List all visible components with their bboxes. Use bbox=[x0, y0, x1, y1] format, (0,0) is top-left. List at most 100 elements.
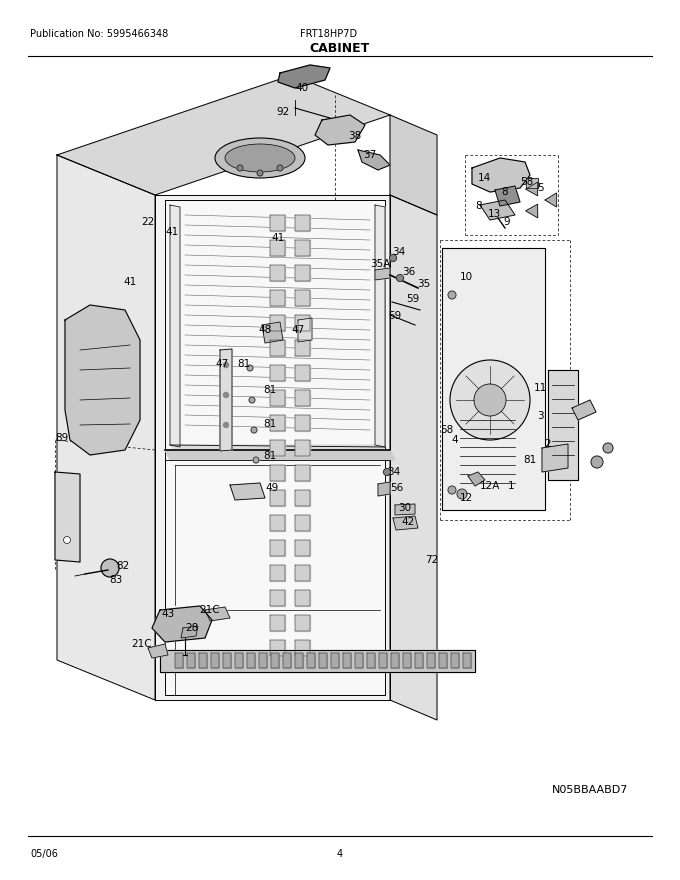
Polygon shape bbox=[270, 490, 285, 506]
Text: CABINET: CABINET bbox=[310, 41, 370, 55]
Text: 43: 43 bbox=[161, 609, 175, 619]
Polygon shape bbox=[295, 653, 303, 668]
Polygon shape bbox=[295, 215, 310, 231]
Polygon shape bbox=[295, 390, 310, 406]
Polygon shape bbox=[270, 590, 285, 606]
Polygon shape bbox=[295, 515, 310, 531]
Text: 59: 59 bbox=[388, 311, 402, 321]
Polygon shape bbox=[295, 315, 310, 331]
Polygon shape bbox=[526, 182, 538, 195]
Polygon shape bbox=[259, 653, 267, 668]
Polygon shape bbox=[295, 640, 310, 656]
Polygon shape bbox=[57, 155, 155, 700]
Text: 35: 35 bbox=[418, 279, 430, 289]
Polygon shape bbox=[526, 204, 538, 218]
Text: 21C: 21C bbox=[200, 605, 220, 615]
Polygon shape bbox=[463, 653, 471, 668]
Text: 47: 47 bbox=[216, 359, 228, 369]
Text: 4: 4 bbox=[337, 849, 343, 859]
Ellipse shape bbox=[225, 144, 295, 172]
Text: 38: 38 bbox=[348, 131, 362, 141]
Polygon shape bbox=[295, 540, 310, 556]
Text: 56: 56 bbox=[390, 483, 404, 493]
Text: 05/06: 05/06 bbox=[30, 849, 58, 859]
Circle shape bbox=[224, 392, 228, 398]
Polygon shape bbox=[57, 75, 390, 195]
Polygon shape bbox=[395, 504, 415, 515]
Text: 92: 92 bbox=[276, 107, 290, 117]
Polygon shape bbox=[375, 268, 390, 280]
Polygon shape bbox=[65, 305, 140, 455]
Text: 41: 41 bbox=[271, 233, 285, 243]
Polygon shape bbox=[270, 240, 285, 256]
Text: 10: 10 bbox=[460, 272, 473, 282]
Polygon shape bbox=[358, 150, 390, 170]
Circle shape bbox=[101, 559, 119, 577]
Polygon shape bbox=[315, 115, 365, 145]
Polygon shape bbox=[165, 200, 385, 695]
Text: 81: 81 bbox=[524, 455, 537, 465]
Text: 41: 41 bbox=[123, 277, 137, 287]
Polygon shape bbox=[343, 653, 351, 668]
Text: 35A: 35A bbox=[370, 259, 390, 269]
Text: 2: 2 bbox=[545, 439, 551, 449]
Circle shape bbox=[251, 427, 257, 433]
Text: 4: 4 bbox=[452, 435, 458, 445]
Polygon shape bbox=[235, 653, 243, 668]
Polygon shape bbox=[165, 450, 395, 460]
Polygon shape bbox=[199, 653, 207, 668]
Polygon shape bbox=[442, 248, 545, 510]
Text: 11: 11 bbox=[533, 383, 547, 393]
Text: 83: 83 bbox=[109, 575, 122, 585]
Text: 12A: 12A bbox=[480, 481, 500, 491]
Text: 5: 5 bbox=[537, 183, 543, 193]
Text: 12: 12 bbox=[460, 493, 473, 503]
Polygon shape bbox=[148, 644, 168, 658]
Text: 42: 42 bbox=[401, 517, 415, 527]
Polygon shape bbox=[270, 640, 285, 656]
Polygon shape bbox=[295, 615, 310, 631]
Polygon shape bbox=[295, 240, 310, 256]
Polygon shape bbox=[295, 340, 310, 356]
Polygon shape bbox=[367, 653, 375, 668]
Polygon shape bbox=[378, 482, 390, 496]
Polygon shape bbox=[295, 465, 310, 481]
Circle shape bbox=[390, 254, 396, 261]
Polygon shape bbox=[415, 653, 423, 668]
Polygon shape bbox=[355, 653, 363, 668]
Polygon shape bbox=[55, 472, 80, 562]
Circle shape bbox=[396, 275, 403, 282]
Polygon shape bbox=[230, 483, 265, 500]
Polygon shape bbox=[270, 515, 285, 531]
Text: 41: 41 bbox=[165, 227, 179, 237]
Text: 59: 59 bbox=[407, 294, 420, 304]
Polygon shape bbox=[439, 653, 447, 668]
Polygon shape bbox=[427, 653, 435, 668]
Polygon shape bbox=[270, 540, 285, 556]
Text: 49: 49 bbox=[265, 483, 279, 493]
Polygon shape bbox=[295, 265, 310, 281]
Polygon shape bbox=[468, 472, 485, 486]
Text: FRT18HP7D: FRT18HP7D bbox=[300, 29, 357, 39]
Polygon shape bbox=[379, 653, 387, 668]
Polygon shape bbox=[270, 390, 285, 406]
Text: 1: 1 bbox=[508, 481, 514, 491]
Circle shape bbox=[384, 468, 390, 475]
Polygon shape bbox=[319, 653, 327, 668]
Polygon shape bbox=[270, 215, 285, 231]
Text: 30: 30 bbox=[398, 503, 411, 513]
Polygon shape bbox=[480, 200, 515, 220]
Polygon shape bbox=[270, 615, 285, 631]
Polygon shape bbox=[295, 490, 310, 506]
Polygon shape bbox=[545, 193, 556, 207]
Text: 58: 58 bbox=[520, 177, 534, 187]
Circle shape bbox=[457, 489, 467, 499]
Polygon shape bbox=[270, 340, 285, 356]
Text: N05BBAABD7: N05BBAABD7 bbox=[551, 785, 628, 795]
Text: 34: 34 bbox=[392, 247, 406, 257]
Polygon shape bbox=[548, 370, 578, 480]
Polygon shape bbox=[391, 653, 399, 668]
Text: 22: 22 bbox=[141, 217, 154, 227]
Polygon shape bbox=[526, 178, 538, 188]
Text: 81: 81 bbox=[263, 385, 277, 395]
